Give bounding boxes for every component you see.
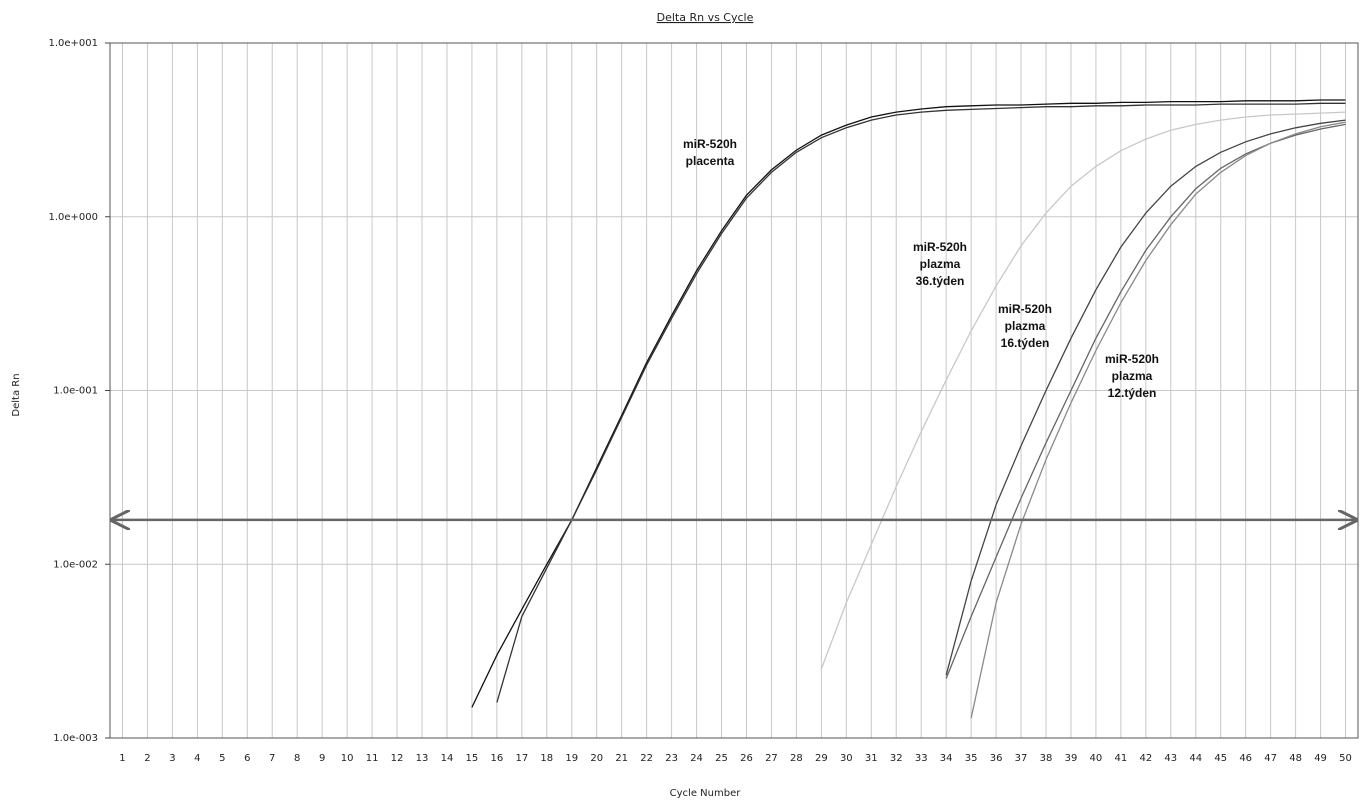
x-tick-label: 33 [915, 753, 928, 764]
x-tick-label: 15 [466, 753, 479, 764]
x-tick-label: 10 [341, 753, 354, 764]
y-axis-label: Delta Rn [11, 373, 22, 416]
x-tick-label: 39 [1065, 753, 1078, 764]
x-tick-label: 8 [294, 753, 300, 764]
x-tick-label: 35 [965, 753, 978, 764]
x-tick-label: 11 [366, 753, 379, 764]
annotation: miR-520h [998, 302, 1052, 316]
x-tick-label: 1 [119, 753, 125, 764]
plot-border [109, 42, 1359, 739]
x-tick-label: 24 [690, 753, 703, 764]
x-tick-label: 48 [1289, 753, 1302, 764]
y-tick-label: 1.0e-003 [53, 733, 98, 744]
annotation: plazma [1112, 369, 1153, 383]
x-axis-label: Cycle Number [670, 788, 742, 799]
x-tick-label: 17 [515, 753, 528, 764]
y-tick-label: 1.0e-001 [53, 386, 98, 397]
x-tick-label: 6 [244, 753, 250, 764]
series-line [820, 111, 1346, 670]
annotation: 36.týden [916, 274, 965, 288]
x-tick-label: 46 [1239, 753, 1252, 764]
y-tick-label: 1.0e-002 [53, 559, 98, 570]
x-tick-label: 50 [1339, 753, 1352, 764]
x-tick-label: 4 [194, 753, 200, 764]
x-tick-label: 20 [590, 753, 603, 764]
x-tick-label: 31 [865, 753, 878, 764]
annotation: miR-520h [913, 240, 967, 254]
annotation: miR-520h [1105, 352, 1159, 366]
x-tick-label: 3 [169, 753, 175, 764]
x-tick-label: 40 [1090, 753, 1103, 764]
series-line [945, 119, 1346, 676]
x-tick-label: 38 [1040, 753, 1053, 764]
x-tick-label: 12 [391, 753, 404, 764]
x-tick-label: 37 [1015, 753, 1028, 764]
x-tick-label: 49 [1314, 753, 1327, 764]
x-tick-label: 29 [815, 753, 828, 764]
annotation: 16.týden [1001, 336, 1050, 350]
x-tick-label: 34 [940, 753, 953, 764]
y-tick-label: 1.0e+000 [48, 212, 98, 223]
x-tick-label: 27 [765, 753, 778, 764]
x-tick-label: 26 [740, 753, 753, 764]
x-tick-label: 44 [1189, 753, 1202, 764]
y-tick-label: 1.0e+001 [48, 38, 98, 49]
series-line [970, 121, 1346, 719]
x-tick-label: 9 [319, 753, 325, 764]
x-tick-label: 43 [1164, 753, 1177, 764]
chart-title: Delta Rn vs Cycle [657, 11, 754, 24]
annotation: 12.týden [1108, 386, 1157, 400]
x-tick-label: 16 [491, 753, 504, 764]
x-tick-label: 19 [565, 753, 578, 764]
x-tick-label: 45 [1214, 753, 1227, 764]
x-tick-label: 7 [269, 753, 275, 764]
x-tick-label: 41 [1115, 753, 1128, 764]
x-tick-label: 42 [1139, 753, 1152, 764]
x-tick-label: 32 [890, 753, 903, 764]
x-tick-label: 13 [416, 753, 429, 764]
annotation: placenta [686, 154, 735, 168]
x-tick-label: 5 [219, 753, 225, 764]
annotation: plazma [1005, 319, 1046, 333]
annotation: miR-520h [683, 137, 737, 151]
x-tick-label: 14 [441, 753, 454, 764]
x-tick-label: 28 [790, 753, 803, 764]
x-tick-label: 23 [665, 753, 678, 764]
x-tick-label: 25 [715, 753, 728, 764]
x-tick-label: 36 [990, 753, 1003, 764]
series-line [471, 99, 1346, 708]
x-tick-label: 22 [640, 753, 653, 764]
annotation: plazma [920, 257, 961, 271]
series-line [496, 102, 1346, 703]
x-tick-label: 21 [615, 753, 628, 764]
x-tick-label: 2 [144, 753, 150, 764]
x-tick-label: 18 [540, 753, 553, 764]
x-tick-label: 47 [1264, 753, 1277, 764]
x-tick-label: 30 [840, 753, 853, 764]
